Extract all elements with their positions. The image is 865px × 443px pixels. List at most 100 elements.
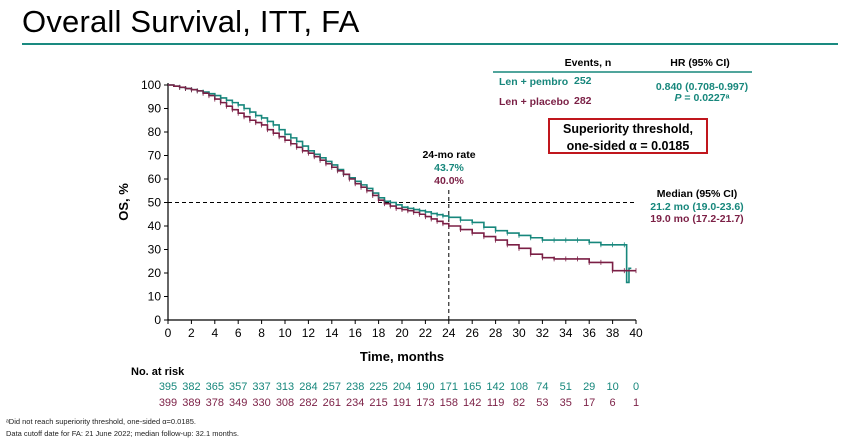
risk-pembro-value: 365 [206,381,224,393]
threshold-line2: one-sided α = 0.0185 [566,139,690,153]
risk-pembro-value: 257 [323,381,341,393]
hr-header: HR (95% CI) [670,57,730,69]
risk-placebo-value: 378 [206,397,224,409]
y-tick-label: 20 [148,266,162,280]
superiority-threshold-box: Superiority threshold, one-sided α = 0.0… [548,118,708,154]
x-tick-label: 32 [536,326,550,340]
hr-value: 0.840 (0.708-0.997) [656,81,748,93]
y-tick-label: 70 [148,149,162,163]
risk-placebo-value: 330 [252,397,270,409]
x-tick-label: 2 [188,326,195,340]
x-tick-label: 12 [302,326,316,340]
risk-pembro-value: 313 [276,381,294,393]
y-tick-label: 10 [148,290,162,304]
risk-pembro-value: 108 [510,381,528,393]
risk-placebo-value: 142 [463,397,481,409]
y-tick-label: 60 [148,172,162,186]
x-tick-label: 0 [165,326,172,340]
risk-placebo-value: 349 [229,397,247,409]
x-tick-label: 26 [466,326,480,340]
x-axis-label: Time, months [360,349,444,364]
y-tick-label: 30 [148,243,162,257]
x-tick-label: 34 [559,326,573,340]
risk-placebo-value: 6 [610,397,616,409]
risk-pembro-value: 204 [393,381,411,393]
risk-placebo-value: 35 [560,397,572,409]
legend-pembro-label: Len + pembro [499,76,568,88]
rate-title: 24-mo rate [422,149,475,161]
x-tick-label: 24 [442,326,456,340]
risk-pembro-value: 142 [486,381,504,393]
y-tick-label: 50 [148,196,162,210]
p-value-line: P = 0.0227ᵃ [674,92,729,104]
rate-pembro: 43.7% [434,162,464,174]
risk-pembro-value: 165 [463,381,481,393]
risk-pembro-value: 0 [633,381,639,393]
risk-placebo-value: 308 [276,397,294,409]
risk-placebo-value: 234 [346,397,364,409]
risk-placebo-value: 53 [536,397,548,409]
x-tick-label: 22 [419,326,433,340]
y-tick-label: 90 [148,102,162,116]
risk-pembro-value: 225 [369,381,387,393]
median-title: Median (95% CI) [657,188,738,200]
risk-placebo-value: 191 [393,397,411,409]
risk-pembro-value: 238 [346,381,364,393]
footnote-2: Data cutoff date for FA: 21 June 2022; m… [6,429,239,438]
x-tick-label: 36 [583,326,597,340]
threshold-line1: Superiority threshold, [563,122,693,136]
risk-placebo-value: 389 [182,397,200,409]
x-tick-label: 18 [372,326,386,340]
x-tick-label: 30 [512,326,526,340]
events-header: Events, n [565,57,612,69]
x-tick-label: 16 [349,326,363,340]
risk-placebo-value: 17 [583,397,595,409]
y-tick-label: 100 [141,78,161,92]
x-tick-label: 40 [629,326,643,340]
p-value: = 0.0227ᵃ [681,92,729,104]
y-tick-label: 40 [148,219,162,233]
risk-pembro-value: 357 [229,381,247,393]
median-pembro: 21.2 mo (19.0-23.6) [650,201,743,213]
median-placebo: 19.0 mo (17.2-21.7) [650,213,743,225]
risk-placebo-value: 1 [633,397,639,409]
risk-placebo-value: 119 [487,397,505,409]
legend-pembro-events: 252 [574,75,592,87]
risk-pembro-value: 284 [299,381,317,393]
risk-placebo-value: 282 [299,397,317,409]
footnote-1: ᵃDid not reach superiority threshold, on… [6,417,196,426]
title-divider [22,43,838,45]
km-curve-pembro [168,84,632,284]
risk-placebo-value: 215 [369,397,387,409]
x-tick-label: 4 [211,326,218,340]
risk-pembro-value: 382 [182,381,200,393]
p-label: P [674,92,682,104]
y-tick-label: 0 [154,313,161,327]
x-tick-label: 28 [489,326,503,340]
x-tick-label: 14 [325,326,339,340]
legend-placebo-events: 282 [574,95,592,107]
risk-placebo-value: 173 [416,397,434,409]
risk-pembro-value: 337 [252,381,270,393]
rate-placebo: 40.0% [434,175,464,187]
x-tick-label: 6 [235,326,242,340]
risk-placebo-value: 82 [513,397,525,409]
risk-pembro-value: 74 [536,381,548,393]
risk-pembro-value: 171 [440,381,458,393]
y-axis-label: OS, % [116,183,131,221]
x-tick-label: 8 [258,326,265,340]
x-tick-label: 10 [278,326,292,340]
risk-pembro-value: 10 [606,381,618,393]
slide-title: Overall Survival, ITT, FA [22,4,360,39]
risk-placebo-value: 399 [159,397,177,409]
risk-pembro-value: 395 [159,381,177,393]
risk-table-title: No. at risk [131,366,185,378]
risk-pembro-value: 190 [416,381,434,393]
x-tick-label: 20 [395,326,409,340]
y-tick-label: 80 [148,125,162,139]
risk-placebo-value: 158 [440,397,458,409]
risk-pembro-value: 51 [560,381,572,393]
legend-placebo-label: Len + placebo [499,96,569,108]
x-tick-label: 38 [606,326,620,340]
